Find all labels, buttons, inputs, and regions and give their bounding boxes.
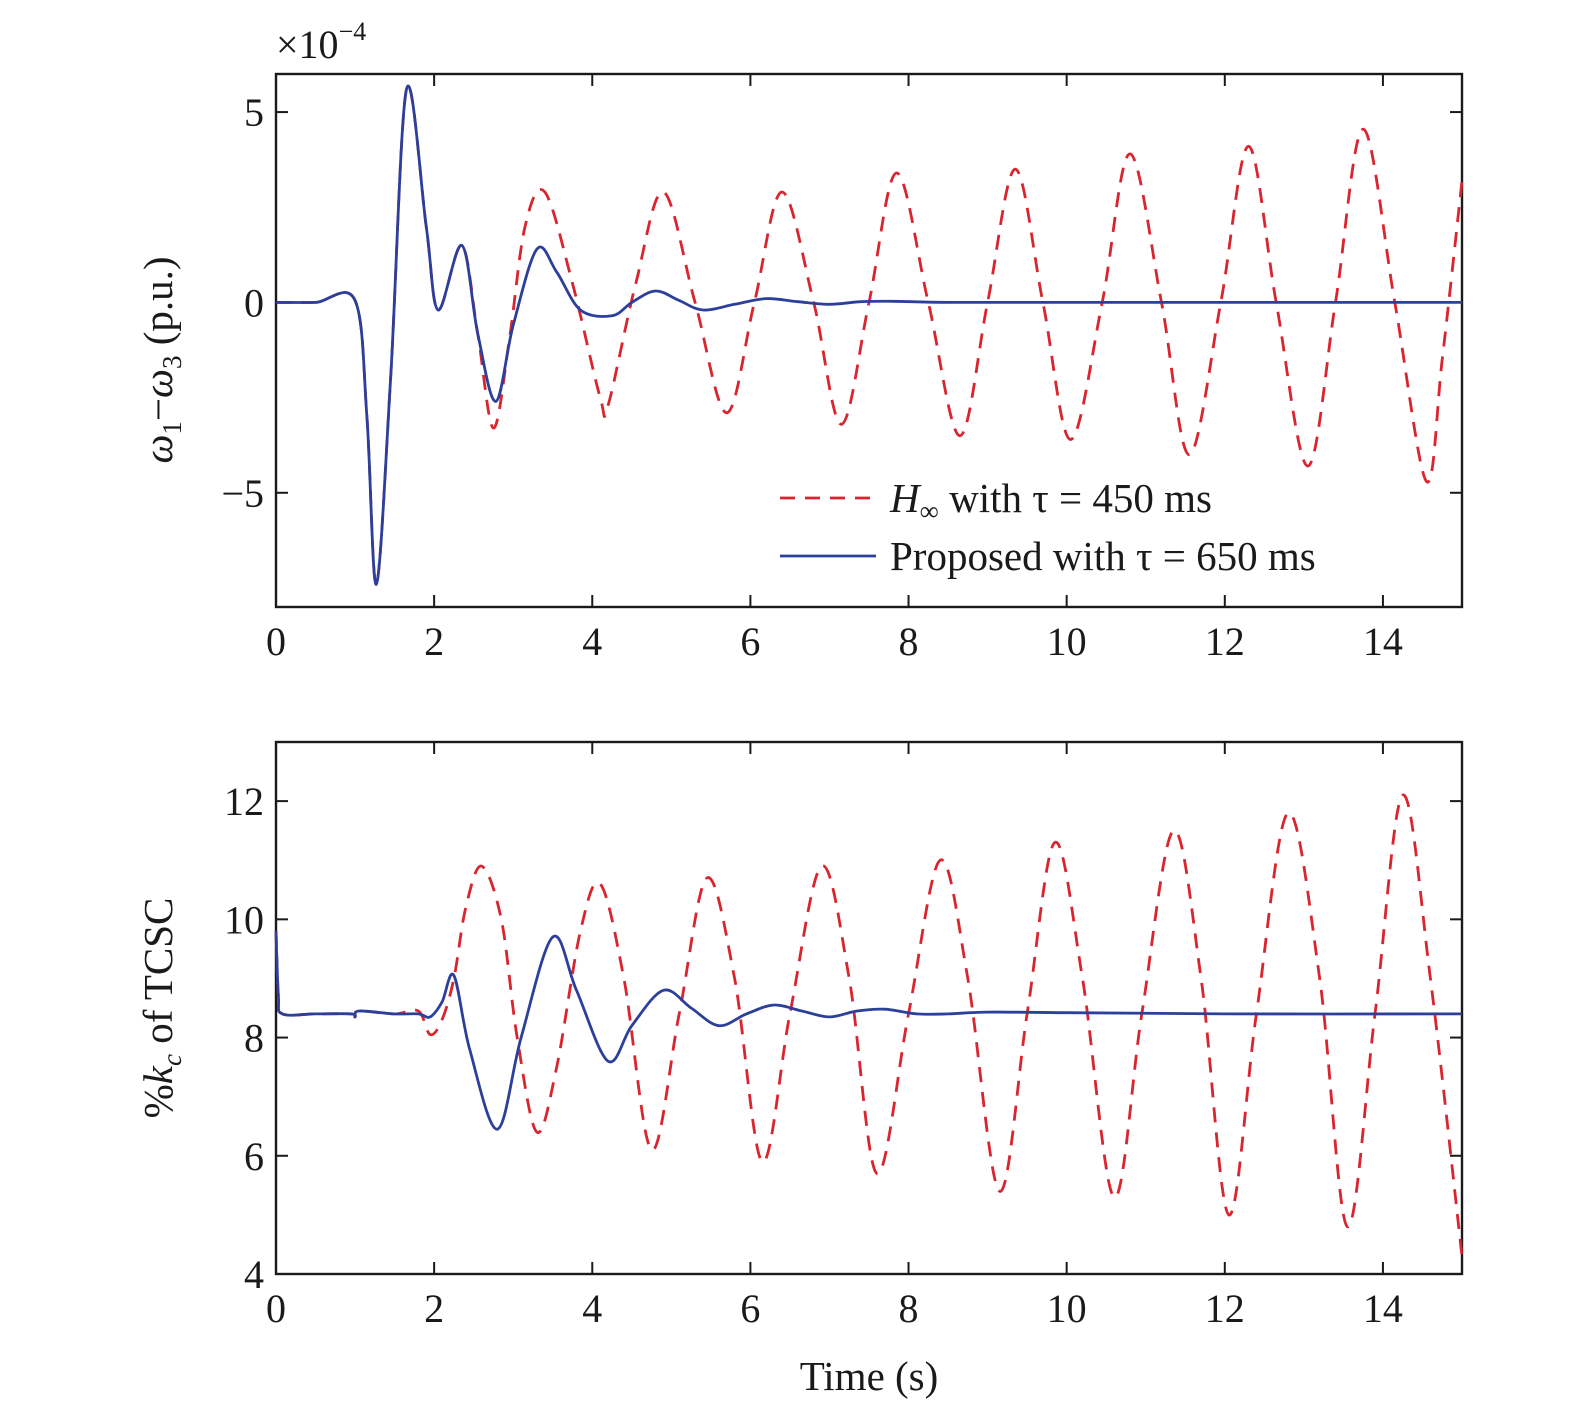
top-y-tick-label: 0 xyxy=(244,280,264,325)
bottom-plot-frame xyxy=(274,740,1464,1276)
top-y-axis-label: ω1−ω3 (p.u.) xyxy=(135,256,187,463)
top-y-tick-label: 5 xyxy=(244,90,264,135)
bottom-series xyxy=(274,793,1464,1257)
bottom-x-tick-label: 14 xyxy=(1363,1286,1403,1331)
top-series-hinf-line xyxy=(275,84,1464,586)
bottom-y-tick-label: 10 xyxy=(224,897,264,942)
legend-label-hinf: H∞ with τ = 450 ms xyxy=(889,475,1212,526)
legend: H∞ with τ = 450 ms Proposed with τ = 650… xyxy=(780,475,1316,579)
top-x-tick-label: 0 xyxy=(266,619,286,664)
bottom-x-tick-label: 10 xyxy=(1047,1286,1087,1331)
bottom-x-tick-label: 4 xyxy=(582,1286,602,1331)
bottom-series-proposed-line xyxy=(274,931,1463,1131)
bottom-plot: %kc of TCSC Time (s) 0 2 4 6 8 10 12 14 4 6 8 10 12 xyxy=(135,740,1464,1399)
top-series xyxy=(275,84,1464,586)
top-x-tick-label: 6 xyxy=(740,619,760,664)
bottom-y-tick-label: 4 xyxy=(244,1252,264,1297)
top-x-tick-label: 10 xyxy=(1047,619,1087,664)
bottom-y-tick-label: 12 xyxy=(224,779,264,824)
bottom-x-ticks: 0 2 4 6 8 10 12 14 xyxy=(266,742,1403,1331)
top-x-tick-label: 4 xyxy=(582,619,602,664)
top-multiplier: ×10−4 xyxy=(276,17,366,67)
x-axis-label: Time (s) xyxy=(800,1353,939,1399)
bottom-y-axis-label: %kc of TCSC xyxy=(135,898,187,1119)
top-x-tick-label: 12 xyxy=(1205,619,1245,664)
bottom-x-tick-label: 6 xyxy=(740,1286,760,1331)
top-plot-frame xyxy=(274,72,1464,609)
top-x-tick-label: 14 xyxy=(1363,619,1403,664)
legend-label-proposed: Proposed with τ = 650 ms xyxy=(890,533,1316,579)
top-x-tick-label: 2 xyxy=(424,619,444,664)
top-series-proposed-line xyxy=(275,84,1462,586)
bottom-y-tick-label: 8 xyxy=(244,1016,264,1061)
bottom-y-ticks: 4 6 8 10 12 xyxy=(224,779,1462,1297)
bottom-series-hinf-line xyxy=(274,793,1464,1257)
top-y-tick-label: −5 xyxy=(221,471,264,516)
top-x-tick-label: 8 xyxy=(899,619,919,664)
bottom-x-tick-label: 0 xyxy=(266,1286,286,1331)
bottom-x-tick-label: 2 xyxy=(424,1286,444,1331)
bottom-y-tick-label: 6 xyxy=(244,1134,264,1179)
bottom-x-tick-label: 8 xyxy=(899,1286,919,1331)
bottom-x-tick-label: 12 xyxy=(1205,1286,1245,1331)
top-x-ticks: 0 2 4 6 8 10 12 14 xyxy=(266,74,1403,664)
top-plot: ×10−4 ω1−ω3 (p.u.) 0 2 4 6 8 10 12 14 5 0 −5 H∞ w… xyxy=(135,17,1464,664)
